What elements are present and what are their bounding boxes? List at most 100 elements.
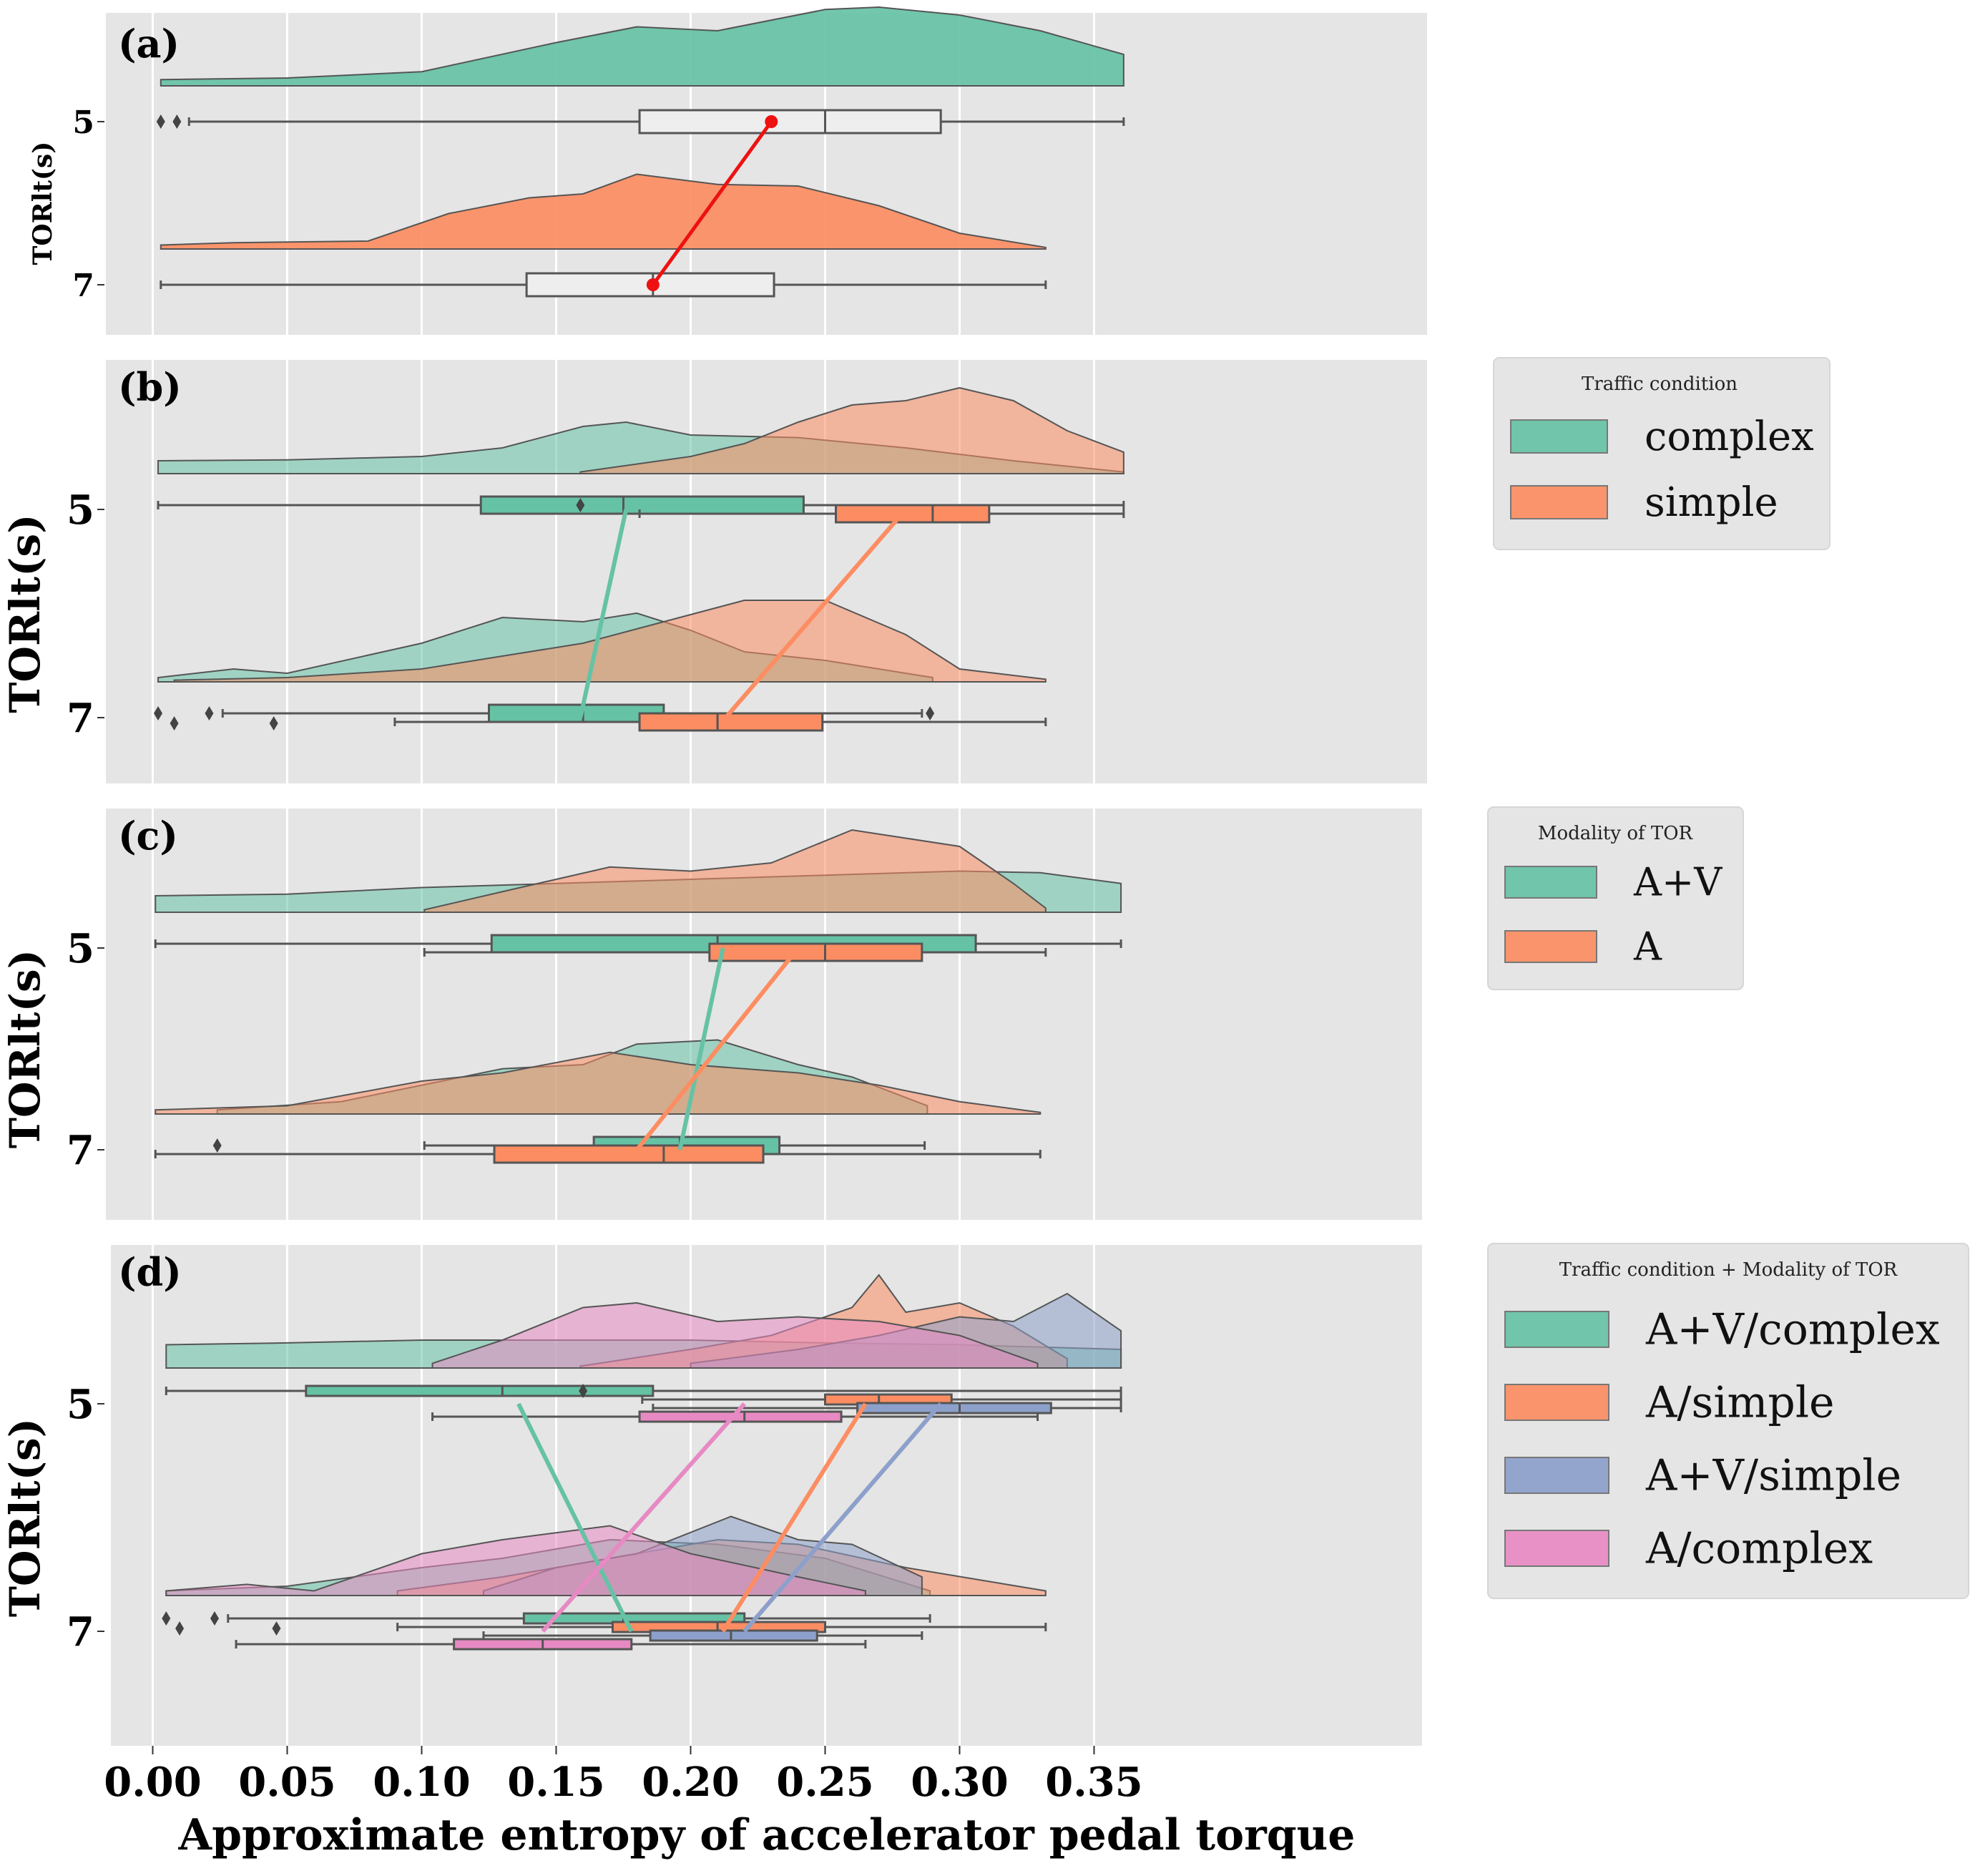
boxplot-a-v-complex-5 <box>165 1384 1122 1398</box>
outlier-point <box>269 716 278 731</box>
y-axis-label: TORlt(s) <box>28 142 58 265</box>
outlier-point <box>272 1621 281 1636</box>
panel-d: (d) 5 7 TORlt(s) <box>1 1245 1422 1746</box>
x-tick-0.15: 0.15 <box>507 1759 604 1806</box>
legend-b: Traffic condition complex simple <box>1493 357 1830 550</box>
x-tick-0.30: 0.30 <box>911 1759 1008 1806</box>
y-axis-label: TORlt(s) <box>1 949 49 1148</box>
y-tick-7: 7 <box>67 1127 94 1174</box>
outlier-point <box>156 114 165 129</box>
mean-point-7 <box>646 278 660 291</box>
box-iqr <box>638 109 942 135</box>
boxplot-a-v-simple-5 <box>652 1402 1122 1415</box>
density-cloud-a-complex-7 <box>165 1525 866 1596</box>
x-axis-label: Approximate entropy of accelerator pedal… <box>178 1810 1356 1860</box>
legend-swatch-a-simple <box>1504 1384 1609 1421</box>
outlier-point <box>576 498 585 512</box>
density-cloud-a-5 <box>423 829 1047 913</box>
mean-line-0 <box>651 120 773 286</box>
outlier-point <box>172 114 182 129</box>
x-tick-0.20: 0.20 <box>642 1759 739 1806</box>
boxplot-a-v-complex-7 <box>162 1611 931 1636</box>
mean-line-3 <box>541 1402 746 1633</box>
legend-label-complex: complex <box>1645 414 1814 460</box>
mean-line-1 <box>724 508 908 719</box>
boxplot-all-7 <box>160 272 1047 298</box>
boxplot-a-complex-5 <box>431 1410 1039 1423</box>
legends-layer: Traffic condition complex simple Modality o… <box>1487 357 1969 1599</box>
panel-label: (c) <box>118 813 178 859</box>
x-tick-0.35: 0.35 <box>1045 1759 1142 1806</box>
panel-label: (d) <box>118 1249 182 1295</box>
legend-title: Traffic condition + Modality of TOR <box>1559 1259 1898 1281</box>
mean-line-1 <box>721 1402 868 1633</box>
legend-swatch-a-v-complex <box>1504 1311 1609 1348</box>
y-tick-5: 5 <box>67 487 94 534</box>
outlier-point <box>579 1384 588 1398</box>
legend-title: Traffic condition <box>1582 373 1738 395</box>
box-iqr <box>708 942 923 962</box>
density-cloud-all-5 <box>160 6 1124 87</box>
box-iqr <box>493 1144 765 1164</box>
boxplot-a-5 <box>423 942 1047 962</box>
legend-swatch-simple <box>1510 485 1608 519</box>
mean-line-0 <box>677 947 725 1150</box>
x-tick-0.05: 0.05 <box>238 1759 335 1806</box>
legend-label-a: A <box>1633 924 1662 969</box>
box-iqr <box>649 1629 818 1642</box>
box-iqr <box>305 1384 655 1397</box>
panel-c: (c) 5 7 TORlt(s) <box>1 808 1422 1220</box>
panel-label: (b) <box>118 364 182 410</box>
boxplot-a-complex-7 <box>235 1638 867 1651</box>
x-tick-0.25: 0.25 <box>776 1759 873 1806</box>
panels-layer: (a)57TORlt(s)(b)57TORlt(s)(c)57TORlt(s)(… <box>1 6 1427 1746</box>
legend-label-simple: simple <box>1645 479 1778 526</box>
outlier-point <box>210 1611 219 1626</box>
mean-point-5 <box>765 115 778 128</box>
box-iqr <box>638 712 824 732</box>
outlier-point <box>926 706 935 720</box>
legend-label-a-simple: A/simple <box>1645 1377 1835 1427</box>
y-tick-7: 7 <box>67 695 94 742</box>
box-iqr <box>638 1410 843 1423</box>
legend-swatch-a <box>1504 930 1597 963</box>
legend-title: Modality of TOR <box>1538 823 1694 844</box>
x-axis: 0.00 0.05 0.10 0.15 0.20 0.25 0.30 0.35 <box>104 1746 1143 1806</box>
y-tick-5: 5 <box>72 104 94 141</box>
x-tick-0.10: 0.10 <box>373 1759 470 1806</box>
legend-swatch-a-v <box>1504 866 1597 899</box>
boxplot-all-5 <box>156 109 1125 135</box>
boxplot-complex-5 <box>157 495 1125 515</box>
y-tick-7: 7 <box>72 268 94 304</box>
density-cloud-simple-7 <box>173 600 1047 683</box>
mean-line-1 <box>634 947 800 1151</box>
legend-c: Modality of TOR A+V A <box>1487 806 1744 990</box>
legend-label-a-v-complex: A+V/complex <box>1645 1304 1940 1354</box>
legend-swatch-complex <box>1510 419 1608 454</box>
y-tick-5: 5 <box>67 925 94 972</box>
legend-label-a-v-simple: A+V/simple <box>1645 1450 1901 1500</box>
y-tick-7: 7 <box>67 1608 94 1656</box>
mean-line-0 <box>516 1402 634 1633</box>
density-cloud-a-complex-5 <box>431 1301 1039 1369</box>
outlier-point <box>212 1138 222 1153</box>
box-iqr <box>479 495 805 515</box>
x-tick-0.00: 0.00 <box>104 1759 201 1806</box>
legend-label-a-complex: A/complex <box>1645 1523 1873 1573</box>
y-axis-label: TORlt(s) <box>1 514 49 713</box>
outlier-point <box>154 706 163 720</box>
panel-a: (a) 5 7 TORlt(s) <box>28 6 1427 335</box>
outlier-point <box>205 706 214 720</box>
density-cloud-all-7 <box>160 173 1047 250</box>
mean-line-0 <box>578 509 629 718</box>
panel-b: (b) 5 7 TORlt(s) <box>1 360 1427 783</box>
legend-d: Traffic condition + Modality of TOR A+V/c… <box>1487 1243 1969 1599</box>
boxplot-a-v-simple-7 <box>482 1629 923 1642</box>
outlier-point <box>162 1611 171 1626</box>
box-iqr <box>856 1402 1052 1415</box>
boxplot-simple-5 <box>638 504 1125 524</box>
boxplot-simple-7 <box>393 712 1047 732</box>
legend-swatch-a-complex <box>1504 1530 1609 1567</box>
y-tick-5: 5 <box>67 1381 94 1428</box>
